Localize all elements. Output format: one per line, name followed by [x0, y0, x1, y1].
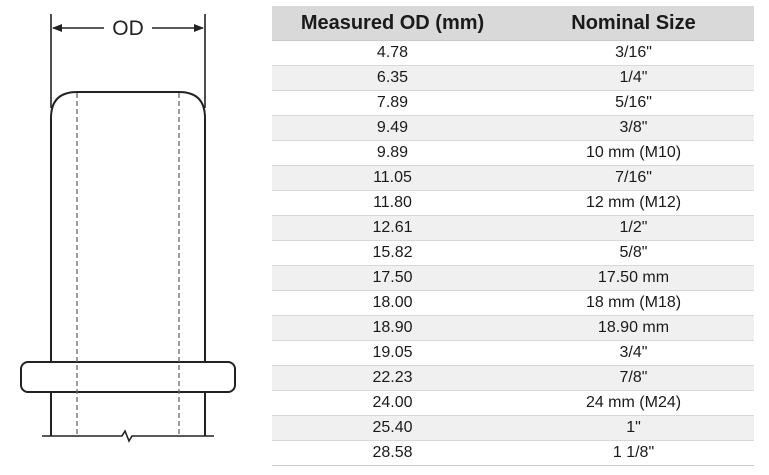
table-row: 7.89 5/16" — [272, 90, 754, 116]
tube-flange — [20, 361, 236, 393]
nominal-size-cell: 12 mm (M12) — [513, 190, 754, 216]
nominal-size-cell: 1/4" — [513, 65, 754, 91]
od-dimension-label: OD — [112, 17, 144, 40]
measured-od-cell: 6.35 — [272, 65, 513, 91]
tube-body-outline — [50, 91, 206, 362]
table-row: 18.90 18.90 mm — [272, 315, 754, 341]
measured-od-cell: 18.90 — [272, 315, 513, 341]
tube-flare-drawing: OD — [20, 14, 236, 443]
table-row: 9.89 10 mm (M10) — [272, 140, 754, 166]
measured-od-cell: 7.89 — [272, 90, 513, 116]
nominal-size-cell: 3/8" — [513, 115, 754, 141]
od-arrowhead-left — [52, 24, 62, 32]
measured-od-cell: 17.50 — [272, 265, 513, 291]
nominal-size-cell: 5/8" — [513, 240, 754, 266]
measured-od-cell: 15.82 — [272, 240, 513, 266]
nominal-size-cell: 3/16" — [513, 40, 754, 66]
nominal-size-cell: 17.50 mm — [513, 265, 754, 291]
nominal-size-cell: 10 mm (M10) — [513, 140, 754, 166]
nominal-size-cell: 5/16" — [513, 90, 754, 116]
table-row: 6.35 1/4" — [272, 65, 754, 91]
table-row: 19.05 3/4" — [272, 340, 754, 366]
table-row: 18.00 18 mm (M18) — [272, 290, 754, 316]
table-row: 22.23 7/8" — [272, 365, 754, 391]
table-row: 15.82 5/8" — [272, 240, 754, 266]
od-size-table: Measured OD (mm) Nominal Size 4.78 3/16" … — [272, 6, 754, 466]
measured-od-cell: 11.80 — [272, 190, 513, 216]
measured-od-cell: 25.40 — [272, 415, 513, 441]
size-table-container: Measured OD (mm) Nominal Size 4.78 3/16" … — [272, 6, 754, 466]
nominal-size-cell: 3/4" — [513, 340, 754, 366]
nominal-size-cell: 1" — [513, 415, 754, 441]
table-row: 11.80 12 mm (M12) — [272, 190, 754, 216]
od-arrowhead-right — [194, 24, 204, 32]
nominal-size-column-header: Nominal Size — [513, 6, 754, 41]
measured-od-cell: 24.00 — [272, 390, 513, 416]
measured-od-cell: 9.89 — [272, 140, 513, 166]
measured-od-cell: 19.05 — [272, 340, 513, 366]
nominal-size-cell: 7/16" — [513, 165, 754, 191]
measured-od-cell: 28.58 — [272, 440, 513, 466]
table-row: 9.49 3/8" — [272, 115, 754, 141]
measured-od-cell: 9.49 — [272, 115, 513, 141]
nominal-size-cell: 18 mm (M18) — [513, 290, 754, 316]
table-row: 24.00 24 mm (M24) — [272, 390, 754, 416]
table-row: 25.40 1" — [272, 415, 754, 441]
table-row: 17.50 17.50 mm — [272, 265, 754, 291]
table-header-row: Measured OD (mm) Nominal Size — [272, 6, 754, 41]
nominal-size-cell: 7/8" — [513, 365, 754, 391]
measured-od-cell: 11.05 — [272, 165, 513, 191]
table-row: 4.78 3/16" — [272, 40, 754, 66]
table-row: 11.05 7/16" — [272, 165, 754, 191]
measured-od-cell: 4.78 — [272, 40, 513, 66]
nominal-size-cell: 1 1/8" — [513, 440, 754, 466]
measured-od-cell: 22.23 — [272, 365, 513, 391]
table-row: 28.58 1 1/8" — [272, 440, 754, 466]
nominal-size-cell: 1/2" — [513, 215, 754, 241]
table-row: 12.61 1/2" — [272, 215, 754, 241]
nominal-size-cell: 18.90 mm — [513, 315, 754, 341]
measured-od-column-header: Measured OD (mm) — [272, 6, 513, 41]
measured-od-cell: 12.61 — [272, 215, 513, 241]
tube-break-line — [42, 429, 214, 443]
table-body: 4.78 3/16" 6.35 1/4" 7.89 5/16" 9.49 3/8" 9.… — [272, 40, 754, 466]
nominal-size-cell: 24 mm (M24) — [513, 390, 754, 416]
measured-od-cell: 18.00 — [272, 290, 513, 316]
